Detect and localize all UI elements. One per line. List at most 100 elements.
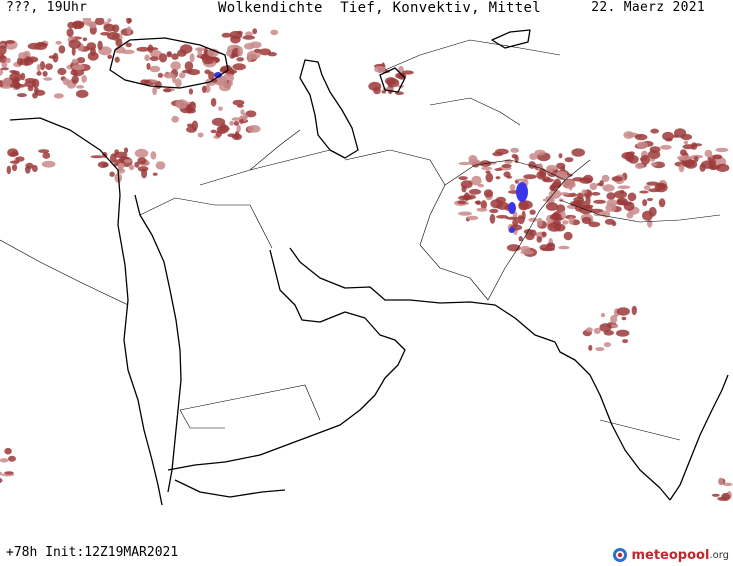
cloud-cell (233, 121, 240, 126)
cloud-cell (221, 32, 231, 38)
cloud-cell (581, 216, 592, 225)
cloud-cell (210, 129, 217, 134)
cloud-cell (683, 140, 689, 145)
cloud-cell (234, 130, 240, 140)
cloud-cell (605, 203, 617, 212)
cloud-cell (509, 184, 516, 191)
cloud-cell (106, 31, 120, 40)
cloud-cell (534, 149, 546, 156)
cloud-cell (593, 199, 606, 204)
cloud-cell (715, 147, 729, 153)
cloud-cell (87, 51, 99, 61)
cloud-cell (721, 492, 731, 501)
cloud-cell (555, 170, 568, 180)
cloud-cell (611, 324, 619, 329)
cloud-cell (123, 159, 132, 163)
cloud-cell (201, 55, 214, 65)
cloud-cell (20, 72, 26, 81)
valid-time-label: ???, 19Uhr (6, 0, 88, 15)
cloud-cell (0, 477, 3, 484)
cloud-cell (230, 53, 237, 58)
cloud-cell (117, 162, 125, 170)
cloud-cell (157, 72, 163, 78)
brand-logo[interactable]: meteopool .org (612, 547, 729, 563)
cloud-cell (471, 175, 482, 186)
cloud-cell (589, 208, 604, 213)
cloud-cell (107, 54, 113, 59)
cloud-cell (467, 215, 479, 221)
cloud-cell (232, 99, 245, 106)
cloud-cell (711, 493, 720, 497)
cloud-cell (164, 72, 174, 79)
cloud-cell (152, 172, 158, 176)
forecast-date: 22. Maerz 2021 (591, 0, 705, 15)
cloud-cell (643, 185, 651, 191)
cloud-cell (136, 46, 150, 52)
cloud-cell (401, 70, 414, 75)
cloud-cell (126, 18, 132, 24)
cloud-cell (163, 73, 169, 77)
cloud-cell (175, 99, 189, 109)
cloud-cell (109, 171, 115, 177)
cloud-cell (636, 141, 648, 149)
cloud-cell (568, 216, 574, 225)
cloud-cell (85, 22, 96, 27)
cloud-cell (546, 164, 558, 171)
cloud-cell (585, 327, 593, 333)
cloud-cell (201, 85, 207, 94)
cloud-cell (36, 71, 42, 76)
cloud-density-layer (0, 18, 733, 501)
cloud-cell (593, 327, 601, 334)
cloud-cell (681, 158, 695, 168)
cloud-cell (4, 471, 14, 475)
cloud-cell (523, 174, 537, 180)
cloud-cell (384, 77, 397, 85)
cloud-cell (58, 45, 66, 54)
cloud-cell (621, 152, 635, 160)
cloud-cell (11, 164, 18, 172)
cloud-cell (477, 184, 485, 188)
cloud-cell (474, 200, 481, 205)
cloud-cell (45, 63, 53, 70)
country-borders (0, 39, 721, 441)
cloud-cell (140, 79, 150, 84)
cloud-cell (82, 37, 88, 42)
brand-name: meteopool (631, 547, 710, 563)
cloud-cell (541, 231, 547, 237)
cloud-cell (536, 236, 543, 243)
cloud-cell-max (509, 227, 515, 233)
cloud-cell (15, 156, 25, 162)
cloud-cell (125, 42, 132, 48)
cloud-cell (81, 75, 87, 83)
cloud-cell (75, 89, 89, 98)
cloud-cell (678, 164, 685, 173)
cloud-cell-max (214, 72, 222, 78)
cloud-cell (458, 211, 472, 216)
cloud-cell (559, 192, 570, 196)
cloud-cell (708, 158, 717, 168)
cloud-cell (25, 56, 39, 63)
cloud-cell (374, 65, 386, 73)
cloud-cell (458, 161, 471, 166)
cloud-cell (558, 153, 563, 159)
cloud-cell (247, 124, 261, 133)
cloud-cell (259, 48, 271, 56)
cloud-cell (480, 200, 487, 210)
cloud-cell (458, 176, 468, 181)
cloud-cell (163, 88, 172, 93)
cloud-cell (595, 347, 605, 352)
cloud-cell (9, 83, 21, 88)
cloud-cell (583, 174, 594, 184)
cloud-cell (626, 212, 634, 219)
cloud-cell (562, 179, 576, 189)
cloud-cell (55, 40, 62, 45)
cloud-cell (10, 152, 19, 157)
cloud-cell (68, 39, 81, 49)
cloud-cell (631, 305, 637, 316)
cloud-cell (520, 250, 534, 255)
cloud-cell (218, 106, 223, 111)
cloud-cell-max (516, 182, 528, 202)
cloud-cell (158, 53, 168, 63)
cloud-cell (545, 202, 559, 211)
cloud-cell (704, 149, 713, 158)
